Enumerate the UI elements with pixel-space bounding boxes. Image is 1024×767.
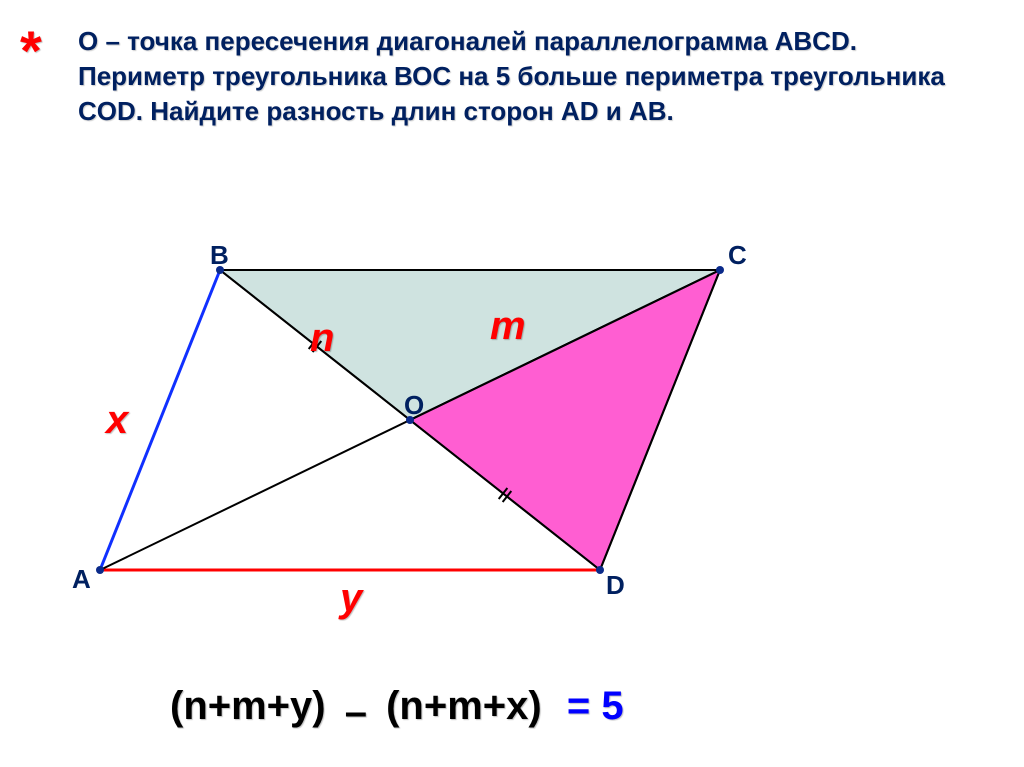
vertex-label-O: O [404,390,424,421]
edge-label-m: m [490,304,526,349]
formula: (n+m+y) – (n+m+x) = 5 [170,682,624,729]
geometry-svg [60,240,820,600]
slide: * О – точка пересечения диагоналей парал… [0,0,1024,767]
edge-label-y: y [340,576,362,621]
problem-text: О – точка пересечения диагоналей паралле… [78,24,978,129]
formula-rhs: (n+m+x) [386,684,542,729]
edge-label-x: x [106,398,128,443]
asterisk-marker: * [20,18,42,83]
vertex-label-D: D [606,570,625,601]
vertex-label-B: B [210,240,229,271]
diagram [60,240,820,600]
formula-minus: – [337,690,375,735]
vertex-label-C: C [728,240,747,271]
formula-lhs: (n+m+y) [170,684,326,729]
formula-eq: = 5 [553,684,624,729]
edge-label-n: n [310,316,334,361]
vertex-label-A: A [72,564,91,595]
